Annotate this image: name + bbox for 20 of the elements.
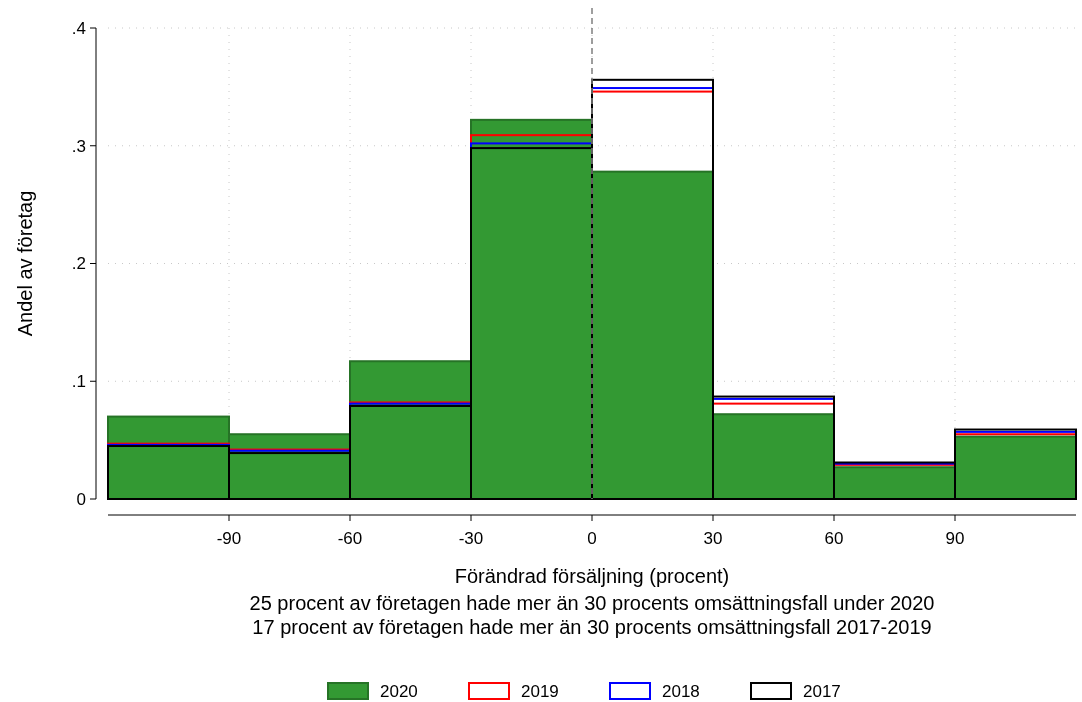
x-tick-label: -60 — [337, 529, 363, 548]
x-axis-title: Förändrad försäljning (procent) — [454, 565, 730, 587]
text: 17 procent av företagen hade mer än 30 procents omsättningsfall 2017-2019 — [252, 616, 932, 638]
legend-label: 2019 — [521, 682, 559, 701]
text: 25 procent av företagen hade mer än 30 procents omsättningsfall under 2020 — [249, 592, 935, 614]
y-tick-label: 0 — [76, 489, 86, 509]
x-tick-label: -30 — [458, 529, 484, 548]
legend-label: 2020 — [380, 682, 418, 701]
x-tick-label: 60 — [824, 529, 844, 548]
y-tick-label: .3 — [71, 136, 86, 156]
x-tick-label: 30 — [703, 529, 723, 548]
y-tick-label: .2 — [71, 254, 86, 274]
y-tick-label: .1 — [71, 372, 86, 392]
y-tick-label: .4 — [71, 18, 86, 38]
x-tick-label: 0 — [587, 529, 597, 548]
x-tick-label: -90 — [216, 529, 242, 548]
legend-label: 2018 — [662, 682, 700, 701]
x-tick-label: 90 — [945, 529, 965, 548]
legend-label: 2017 — [803, 682, 841, 701]
y-axis-title: Andel av företag — [14, 190, 36, 337]
